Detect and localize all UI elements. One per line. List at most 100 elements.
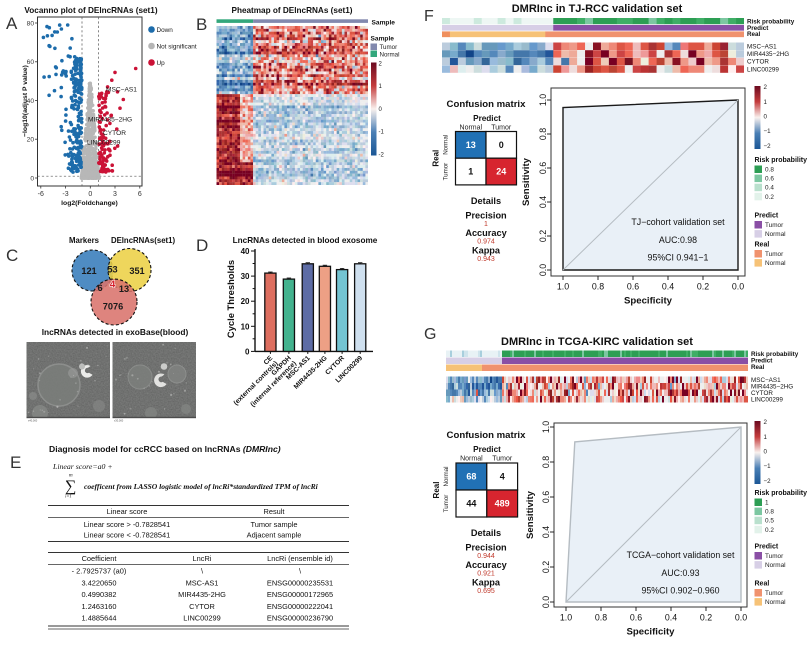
svg-text:7076: 7076 [103, 302, 123, 312]
svg-text:Predict: Predict [755, 213, 779, 220]
svg-text:Normal: Normal [460, 125, 483, 132]
svg-text:6: 6 [97, 283, 102, 293]
svg-text:-2: -2 [379, 152, 385, 158]
svg-text:MIR4435-2HG: MIR4435-2HG [178, 590, 226, 599]
svg-text:ENSG00000235531: ENSG00000235531 [267, 578, 333, 587]
svg-text:Real: Real [432, 150, 441, 167]
svg-text:1: 1 [484, 221, 488, 228]
svg-text:Tumor: Tumor [765, 251, 784, 258]
svg-text:Normal: Normal [443, 135, 450, 155]
svg-text:Kappa: Kappa [472, 246, 501, 256]
svg-text:MIR4435−2HG: MIR4435−2HG [747, 51, 789, 58]
svg-text:m: m [69, 474, 73, 479]
svg-text:Linear score: Linear score [107, 507, 148, 516]
svg-text:coefficent from LASSO logistic: coefficent from LASSO logistic model of … [84, 482, 319, 491]
svg-text:13: 13 [119, 284, 129, 294]
svg-text:Tumor: Tumor [491, 125, 512, 132]
svg-text:10: 10 [241, 322, 250, 331]
svg-text:lncRNAs detected in exoBase(bl: lncRNAs detected in exoBase(blood) [42, 327, 189, 337]
svg-text:0: 0 [245, 347, 250, 356]
svg-text:\: \ [299, 567, 302, 576]
svg-text:Tumor: Tumor [765, 222, 784, 229]
svg-text:Confusion matrix: Confusion matrix [447, 99, 527, 110]
svg-text:AUC:0.98: AUC:0.98 [659, 235, 697, 245]
svg-text:Diagnosis model for ccRCC base: Diagnosis model for ccRCC based on lncRN… [49, 444, 281, 454]
svg-text:0: 0 [499, 140, 504, 150]
svg-text:0.974: 0.974 [477, 239, 495, 246]
svg-text:−2: −2 [764, 143, 772, 150]
svg-text:Real: Real [755, 242, 770, 249]
svg-text:ENSG00000236790: ENSG00000236790 [267, 614, 333, 623]
svg-text:40: 40 [241, 247, 250, 256]
svg-text:MSC−AS1: MSC−AS1 [106, 87, 137, 94]
svg-text:Not significant: Not significant [157, 44, 197, 51]
svg-text:95%CI 0.941−1: 95%CI 0.941−1 [648, 253, 709, 263]
svg-text:Linear score < -0.7828541: Linear score < -0.7828541 [84, 531, 171, 540]
svg-text:Down: Down [157, 27, 174, 34]
svg-text:2: 2 [379, 62, 383, 68]
svg-text:−log10(adjust P value): −log10(adjust P value) [22, 65, 29, 137]
svg-text:1.0: 1.0 [557, 282, 569, 292]
svg-text:Normal: Normal [380, 52, 400, 59]
svg-text:Linear score=a0 +: Linear score=a0 + [52, 462, 113, 471]
svg-text:Sample: Sample [372, 20, 396, 27]
svg-text:0: 0 [88, 191, 92, 198]
svg-text:351: 351 [129, 266, 144, 276]
svg-text:Up: Up [157, 60, 166, 67]
svg-text:Details: Details [471, 196, 501, 206]
svg-text:4: 4 [110, 280, 116, 291]
svg-text:0.6: 0.6 [765, 176, 774, 183]
svg-text:DMRInc in TCGA-KIRC validation: DMRInc in TCGA-KIRC validation set [501, 336, 693, 348]
svg-text:∑: ∑ [65, 478, 76, 495]
svg-text:Real: Real [747, 31, 761, 38]
svg-text:0.2: 0.2 [538, 230, 548, 242]
svg-text:Precision: Precision [465, 211, 507, 221]
svg-text:MSC−AS1: MSC−AS1 [747, 44, 777, 51]
svg-text:0: 0 [30, 175, 34, 182]
svg-text:LncRi: LncRi [193, 554, 212, 563]
svg-text:LINC00299: LINC00299 [747, 66, 779, 73]
svg-text:0: 0 [764, 114, 768, 121]
svg-text:CYTOR: CYTOR [747, 59, 769, 66]
svg-text:53: 53 [107, 265, 117, 275]
svg-text:3: 3 [113, 191, 117, 198]
svg-text:0.0: 0.0 [538, 264, 548, 276]
svg-text:1.2463160: 1.2463160 [82, 602, 117, 611]
svg-text:Normal: Normal [765, 260, 786, 267]
svg-text:Coefficient: Coefficient [82, 554, 117, 563]
svg-text:LncRNAs detected in blood exos: LncRNAs detected in blood exosome [233, 236, 378, 245]
svg-text:-3: -3 [62, 191, 68, 198]
svg-text:13: 13 [466, 140, 476, 150]
svg-text:- 2.7925737 (a0): - 2.7925737 (a0) [72, 567, 127, 576]
svg-text:Cycle Thresholds: Cycle Thresholds [225, 260, 236, 338]
svg-text:MIR4435−2HG: MIR4435−2HG [88, 117, 132, 124]
svg-text:0.2: 0.2 [697, 282, 709, 292]
svg-text:0.4: 0.4 [538, 196, 548, 208]
svg-text:30: 30 [241, 272, 250, 281]
svg-text:Sample: Sample [371, 36, 395, 43]
svg-text:i=1: i=1 [65, 494, 72, 499]
svg-text:0.8: 0.8 [592, 282, 604, 292]
svg-text:Result: Result [264, 507, 285, 516]
svg-text:0.2: 0.2 [765, 194, 774, 201]
svg-text:-1: -1 [379, 130, 385, 136]
svg-text:0.4: 0.4 [765, 185, 774, 192]
svg-text:Tumor sample: Tumor sample [251, 520, 298, 529]
svg-text:MSC-AS1: MSC-AS1 [186, 578, 219, 587]
svg-text:CYTOR: CYTOR [189, 602, 215, 611]
svg-text:LINC00299: LINC00299 [183, 614, 220, 623]
svg-text:LINC00299: LINC00299 [87, 140, 121, 147]
svg-text:2: 2 [764, 84, 768, 91]
svg-text:Tumor: Tumor [380, 44, 398, 51]
svg-text:x30,000: x30,000 [114, 419, 124, 423]
svg-text:Tumor: Tumor [443, 163, 450, 181]
svg-text:1: 1 [764, 99, 768, 106]
svg-text:x40,000: x40,000 [28, 419, 38, 423]
svg-text:DElncRNAs(set1): DElncRNAs(set1) [111, 236, 176, 245]
svg-text:80: 80 [27, 20, 35, 27]
svg-text:Specificity: Specificity [624, 296, 673, 307]
svg-text:20: 20 [241, 297, 250, 306]
svg-text:0.8: 0.8 [538, 128, 548, 140]
svg-text:0: 0 [379, 107, 383, 113]
svg-text:Pheatmap of DElncRNAs (set1): Pheatmap of DElncRNAs (set1) [231, 6, 352, 15]
